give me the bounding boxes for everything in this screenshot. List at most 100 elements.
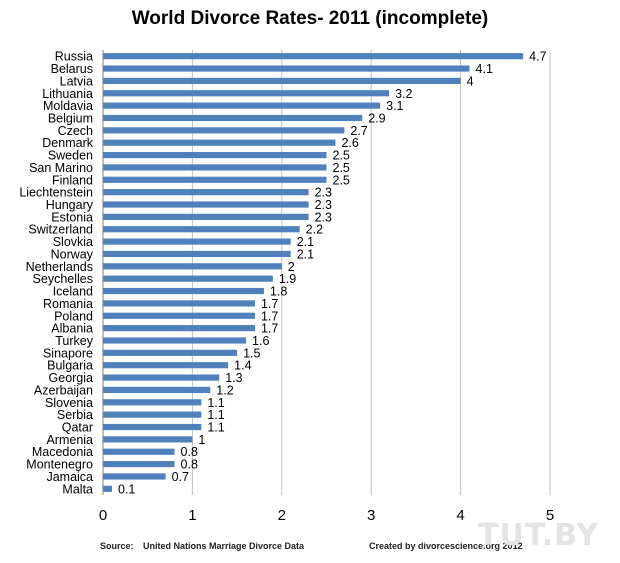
bar [103,176,327,183]
value-label: 1.6 [252,334,269,348]
bar [103,77,461,84]
bar [103,102,381,109]
x-tick-label: 1 [188,507,196,524]
bar [103,473,166,480]
value-label: 1.1 [207,396,224,410]
category-label: Belgium [48,111,93,125]
bar [103,399,202,406]
category-label: Slovkia [53,235,93,249]
value-label: 2.3 [315,186,332,200]
category-label: Romania [43,297,93,311]
bar [103,213,309,220]
value-label: 4.7 [529,50,546,64]
category-label: Denmark [42,136,93,150]
watermark-logo: TUT.BY [478,518,600,553]
value-label: 0.1 [118,482,135,496]
category-label: Slovenia [45,396,93,410]
category-label: Qatar [62,421,93,435]
value-label: 2.5 [333,149,350,163]
bar [103,139,336,146]
category-label: Malta [62,482,93,496]
category-label: Latvia [60,74,93,88]
bar [103,114,363,122]
category-label: Macedonia [32,445,93,459]
value-label: 2.3 [315,198,332,212]
value-label: 0.8 [181,458,198,472]
bar [103,411,202,418]
value-label: 3.1 [386,99,403,113]
category-label: Albania [51,322,93,336]
bar [103,300,255,307]
source-text: United Nations Marriage Divorce Data [143,541,305,551]
value-label: 1.7 [261,297,278,311]
value-label: 0.7 [172,470,189,484]
category-label: Netherlands [26,260,93,274]
value-label: 2 [288,260,295,274]
value-label: 2.1 [297,235,314,249]
value-label: 1.1 [207,421,224,435]
category-label: Montenegro [26,458,93,472]
credit-text: Created by divorcescience.org 2012 [369,541,523,551]
category-label: Estonia [51,210,93,224]
category-label: Serbia [57,408,93,422]
bar [103,275,273,282]
category-label: Jamaica [46,470,93,484]
bar [103,226,300,233]
value-label: 2.5 [333,161,350,175]
bar [103,349,238,356]
category-label: Norway [51,247,94,261]
x-tick-label: 5 [546,507,554,524]
value-label: 1.8 [270,285,287,299]
value-label: 4.1 [476,62,493,76]
category-label: Lithuania [42,87,93,101]
category-label: Belarus [51,62,93,76]
category-label: Bulgaria [47,359,93,373]
category-label: Russia [55,50,93,64]
value-label: 1 [198,433,205,447]
value-label: 2.9 [368,111,385,125]
category-label: Finland [52,173,93,187]
category-label: Iceland [53,285,93,299]
x-tick-label: 3 [367,507,375,524]
value-label: 2.1 [297,247,314,261]
category-label: Liechtenstein [19,186,93,200]
category-label: Czech [58,124,93,138]
labels: Russia 4.7 Belarus 4.1 Latvia 4 Lithuania 3.2 Mo… [19,50,546,497]
source-label: Source: [100,541,134,551]
bar [103,337,247,344]
value-label: 1.2 [216,383,233,397]
bars [103,53,524,492]
bar [103,325,255,332]
bar [103,65,470,72]
bar [103,127,345,134]
bar [103,287,264,295]
category-label: Poland [54,309,93,323]
value-label: 1.5 [243,346,260,360]
value-label: 2.6 [341,136,358,150]
category-label: Switzerland [28,223,93,237]
bar [103,312,255,319]
bar [103,151,327,159]
bar [103,485,112,492]
category-label: Sweden [48,149,93,163]
value-label: 1.7 [261,309,278,323]
x-tick-label: 4 [456,507,464,524]
bar [103,263,282,270]
bar [103,386,211,394]
category-label: Azerbaijan [34,383,93,397]
bar [103,250,291,258]
x-axis-ticks: 0 1 2 3 4 5 [99,507,554,524]
category-label: Hungary [46,198,94,212]
category-label: Sinapore [43,346,93,360]
x-tick-label: 0 [99,507,107,524]
gridlines [102,50,551,495]
bar [103,164,327,171]
value-label: 2.5 [333,173,350,187]
chart-title: World Divorce Rates- 2011 (incomplete) [131,8,489,29]
value-label: 1.3 [225,371,242,385]
value-label: 2.2 [306,223,323,237]
category-label: San Marino [29,161,93,175]
bar [103,374,220,381]
bar [103,423,202,431]
